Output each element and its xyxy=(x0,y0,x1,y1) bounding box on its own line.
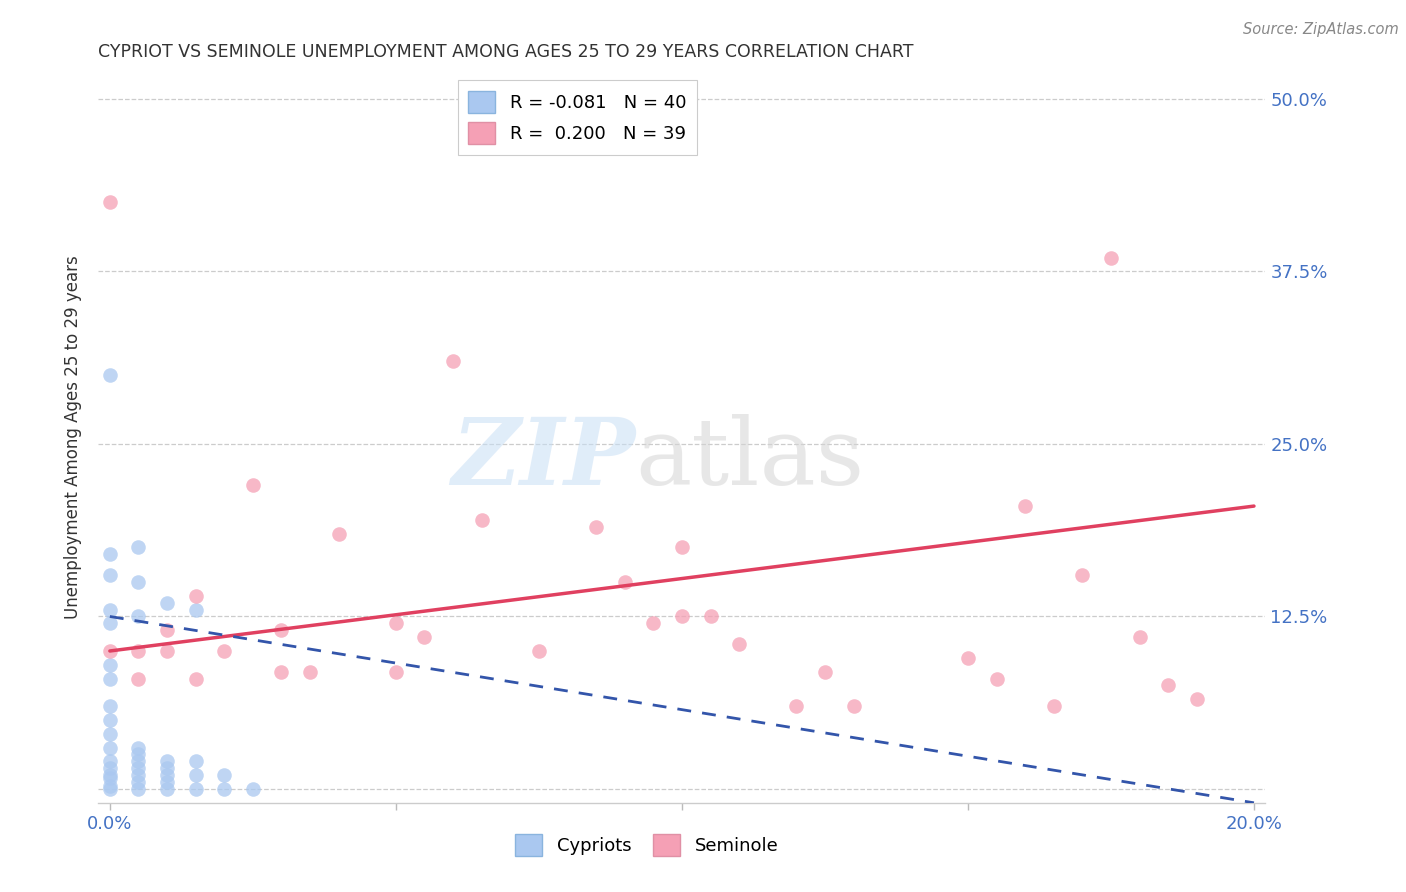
Point xyxy=(728,637,751,651)
Text: CYPRIOT VS SEMINOLE UNEMPLOYMENT AMONG AGES 25 TO 29 YEARS CORRELATION CHART: CYPRIOT VS SEMINOLE UNEMPLOYMENT AMONG A… xyxy=(98,44,914,62)
Point xyxy=(127,609,149,624)
Point xyxy=(127,775,149,789)
Point xyxy=(98,779,121,793)
Point xyxy=(184,782,207,797)
Point xyxy=(1185,692,1208,706)
Point xyxy=(98,782,121,797)
Point xyxy=(270,624,292,638)
Point xyxy=(270,665,292,679)
Point xyxy=(214,768,236,782)
Point xyxy=(127,672,149,686)
Point xyxy=(842,699,865,714)
Point xyxy=(127,755,149,769)
Point xyxy=(184,755,207,769)
Point xyxy=(785,699,807,714)
Point xyxy=(127,747,149,762)
Point xyxy=(1071,568,1094,582)
Point xyxy=(127,782,149,797)
Point xyxy=(156,775,179,789)
Point xyxy=(299,665,322,679)
Point xyxy=(471,513,494,527)
Point xyxy=(98,761,121,775)
Point xyxy=(98,755,121,769)
Point xyxy=(156,782,179,797)
Point xyxy=(127,574,149,589)
Text: atlas: atlas xyxy=(636,414,865,504)
Point xyxy=(98,768,121,782)
Point xyxy=(1128,630,1150,644)
Point xyxy=(585,520,607,534)
Point xyxy=(98,672,121,686)
Point xyxy=(98,368,121,382)
Point xyxy=(127,740,149,755)
Legend: Cypriots, Seminole: Cypriots, Seminole xyxy=(508,827,786,863)
Text: ZIP: ZIP xyxy=(451,414,636,504)
Point xyxy=(98,616,121,631)
Point xyxy=(441,354,464,368)
Point xyxy=(127,761,149,775)
Point xyxy=(814,665,837,679)
Point xyxy=(98,657,121,672)
Point xyxy=(98,727,121,741)
Point xyxy=(184,768,207,782)
Point xyxy=(127,768,149,782)
Point xyxy=(956,651,979,665)
Point xyxy=(242,478,264,492)
Point xyxy=(214,782,236,797)
Point xyxy=(98,548,121,562)
Point xyxy=(1042,699,1064,714)
Point xyxy=(671,541,693,555)
Point xyxy=(184,589,207,603)
Point xyxy=(98,644,121,658)
Point xyxy=(98,602,121,616)
Point xyxy=(98,699,121,714)
Point xyxy=(156,624,179,638)
Point xyxy=(127,541,149,555)
Point xyxy=(328,526,350,541)
Point xyxy=(184,672,207,686)
Point xyxy=(527,644,550,658)
Text: Source: ZipAtlas.com: Source: ZipAtlas.com xyxy=(1243,22,1399,37)
Point xyxy=(156,596,179,610)
Point xyxy=(1014,499,1036,513)
Point xyxy=(156,755,179,769)
Point xyxy=(184,602,207,616)
Point xyxy=(385,616,408,631)
Point xyxy=(242,782,264,797)
Point xyxy=(214,644,236,658)
Point xyxy=(643,616,665,631)
Point xyxy=(98,740,121,755)
Point xyxy=(613,574,636,589)
Y-axis label: Unemployment Among Ages 25 to 29 years: Unemployment Among Ages 25 to 29 years xyxy=(65,255,83,619)
Point xyxy=(385,665,408,679)
Point xyxy=(98,771,121,785)
Point xyxy=(156,761,179,775)
Point xyxy=(98,568,121,582)
Point xyxy=(156,768,179,782)
Point xyxy=(413,630,436,644)
Point xyxy=(1099,251,1122,265)
Point xyxy=(127,644,149,658)
Point xyxy=(671,609,693,624)
Point xyxy=(1157,678,1180,692)
Point xyxy=(156,644,179,658)
Point xyxy=(699,609,721,624)
Point xyxy=(986,672,1008,686)
Point xyxy=(98,713,121,727)
Point xyxy=(98,195,121,210)
